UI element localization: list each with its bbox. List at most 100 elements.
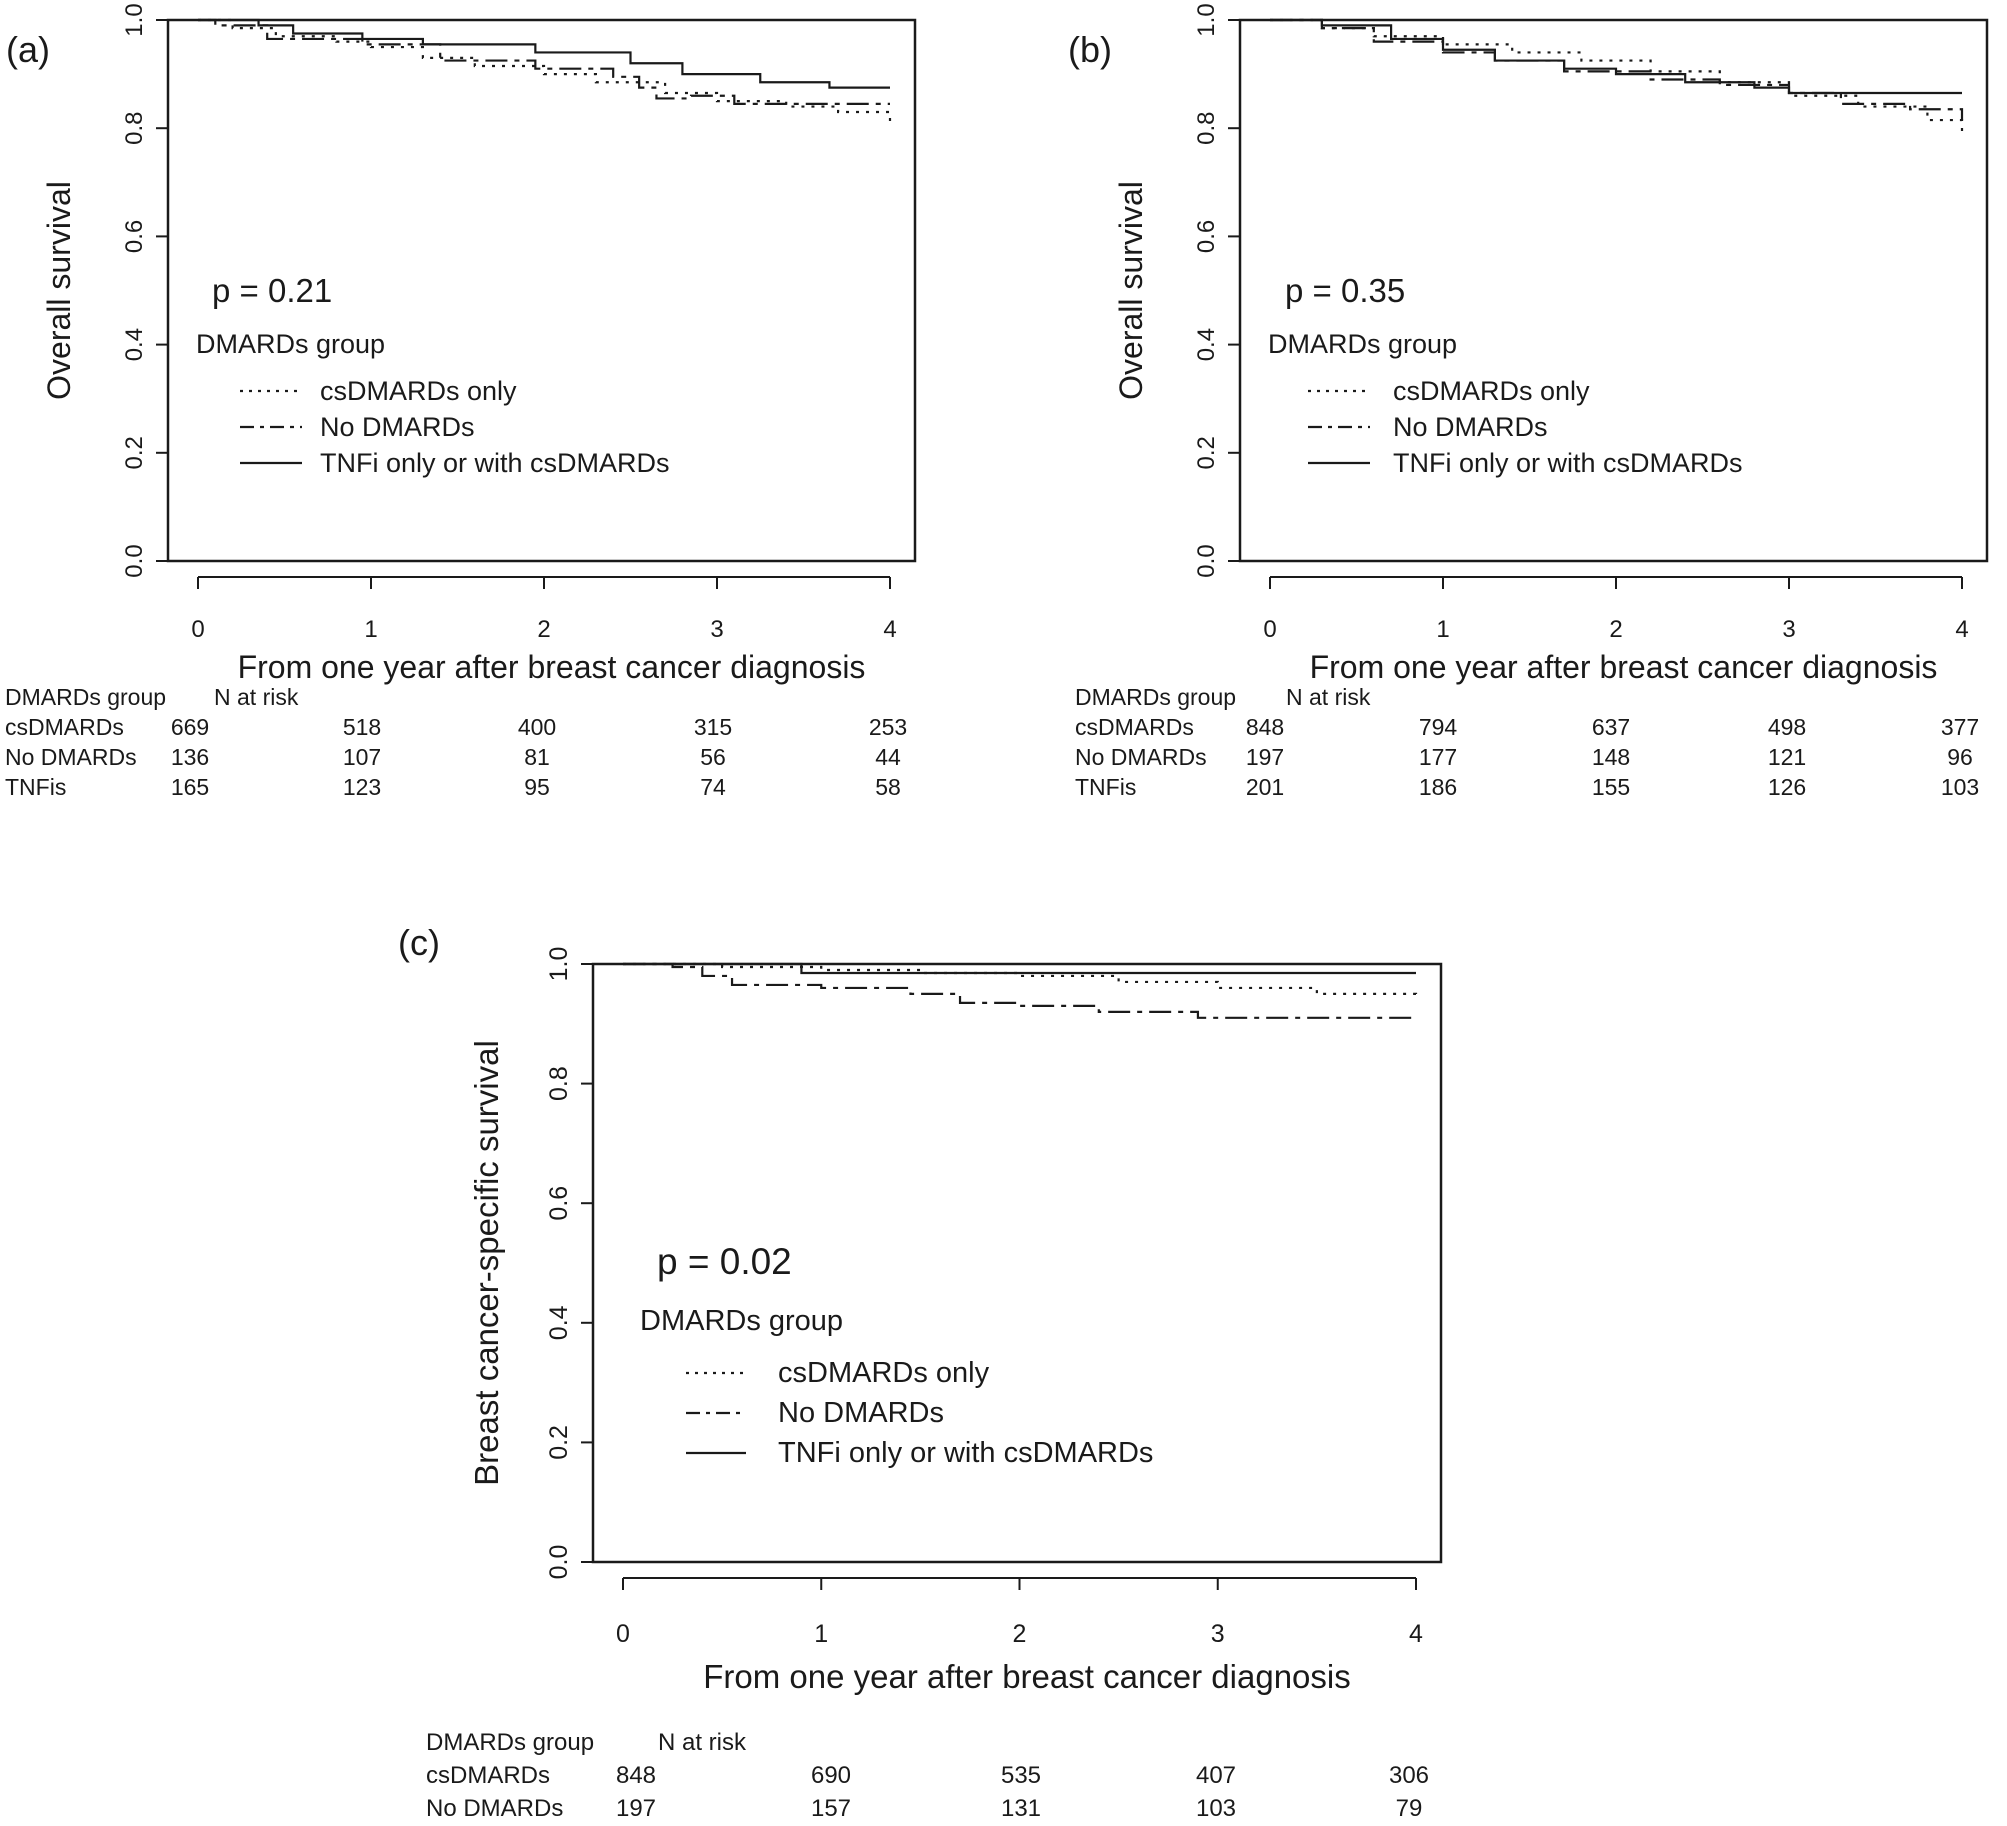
risk-table-group: TNFis	[1075, 774, 1136, 800]
y-tick-label: 0.6	[121, 220, 148, 253]
legend-entry: TNFi only or with csDMARDs	[1393, 448, 1743, 478]
series-dashed	[198, 18, 890, 105]
y-tick-label: 0.0	[545, 1545, 573, 1580]
x-tick-label: 4	[1955, 616, 1968, 643]
x-axis-label: From one year after breast cancer diagno…	[1310, 649, 1938, 685]
risk-table-value: 498	[1768, 714, 1806, 740]
risk-table-value: 81	[524, 744, 550, 770]
y-tick-label: 0.8	[121, 112, 148, 145]
risk-table-value: 165	[171, 774, 209, 800]
panel-label: (b)	[1068, 29, 1112, 70]
risk-table-value: 315	[694, 714, 732, 740]
risk-table-value: 95	[524, 774, 550, 800]
plot-frame	[591, 962, 1443, 1564]
series-solid	[623, 962, 1416, 975]
x-tick-label: 3	[1211, 1620, 1225, 1648]
y-tick-label: 0.2	[545, 1425, 573, 1460]
risk-table-header-n: N at risk	[214, 684, 299, 710]
risk-table-value: 121	[1768, 744, 1806, 770]
x-axis-label: From one year after breast cancer diagno…	[703, 1658, 1350, 1695]
p-value: p = 0.35	[1285, 272, 1405, 309]
risk-table-group: No DMARDs	[1075, 744, 1207, 770]
series-dotted	[623, 962, 1418, 997]
legend-entry: csDMARDs only	[320, 376, 517, 406]
risk-table-value: 155	[1592, 774, 1630, 800]
risk-table-header-group: DMARDs group	[1075, 684, 1236, 710]
plot-frame	[166, 18, 917, 563]
series-solid	[1270, 18, 1962, 95]
x-tick-label: 2	[537, 616, 550, 643]
x-axis-label: From one year after breast cancer diagno…	[238, 649, 866, 685]
risk-table-value: 848	[1246, 714, 1284, 740]
risk-table-value: 148	[1592, 744, 1630, 770]
risk-table-value: 79	[1396, 1795, 1423, 1822]
risk-table-value: 306	[1389, 1762, 1429, 1789]
risk-table-group: csDMARDs	[5, 714, 124, 740]
legend-entry: csDMARDs only	[778, 1357, 990, 1389]
legend-entry: TNFi only or with csDMARDs	[320, 448, 670, 478]
risk-table-value: 794	[1419, 714, 1458, 740]
risk-table-value: 56	[700, 744, 726, 770]
y-tick-label: 0.8	[1193, 112, 1220, 145]
x-tick-label: 3	[1782, 616, 1795, 643]
y-tick-label: 0.4	[1193, 328, 1220, 361]
panel-label: (a)	[6, 29, 50, 70]
y-tick-label: 0.8	[545, 1066, 573, 1101]
p-value: p = 0.02	[657, 1241, 792, 1282]
chart-panel-b: (b) 0.0 0.2 0.4 0.6 0.8 1.0 0 1 2 3 4 From one year …	[1068, 3, 1989, 800]
risk-table-group: TNFis	[5, 774, 66, 800]
x-tick-label: 1	[1436, 616, 1449, 643]
y-tick-label: 0.0	[1193, 544, 1220, 577]
series-dotted	[1270, 18, 1964, 134]
panel-label: (c)	[398, 922, 440, 963]
plot-frame	[1238, 18, 1989, 563]
y-axis-label: Overall survival	[41, 181, 77, 400]
x-tick-label: 2	[1013, 1620, 1027, 1648]
risk-table-value: 848	[616, 1762, 656, 1789]
risk-table-header-group: DMARDs group	[426, 1729, 594, 1756]
risk-table-value: 44	[875, 744, 901, 770]
x-tick-label: 1	[364, 616, 377, 643]
risk-table-value: 197	[616, 1795, 656, 1822]
y-tick-label: 1.0	[121, 3, 148, 36]
y-tick-label: 0.6	[1193, 220, 1220, 253]
y-axis-label: Breast cancer-specific survival	[468, 1040, 505, 1486]
y-tick-label: 0.4	[545, 1305, 573, 1340]
y-tick-label: 1.0	[545, 947, 573, 982]
legend-entry: TNFi only or with csDMARDs	[778, 1437, 1153, 1469]
series-solid	[198, 18, 890, 89]
series-dashed	[1270, 18, 1964, 121]
legend-entry: csDMARDs only	[1393, 376, 1590, 406]
x-tick-label: 0	[616, 1620, 630, 1648]
x-tick-label: 2	[1609, 616, 1622, 643]
y-tick-label: 0.2	[121, 436, 148, 469]
series-dashed	[623, 962, 1416, 1019]
risk-table-value: 637	[1592, 714, 1630, 740]
p-value: p = 0.21	[212, 272, 332, 309]
risk-table-group: csDMARDs	[1075, 714, 1194, 740]
x-tick-label: 0	[191, 616, 204, 643]
legend-title: DMARDs group	[196, 329, 385, 359]
legend-title: DMARDs group	[1268, 329, 1457, 359]
risk-table-value: 136	[171, 744, 209, 770]
risk-table-value: 377	[1941, 714, 1979, 740]
risk-table-value: 690	[811, 1762, 851, 1789]
risk-table-header-n: N at risk	[658, 1729, 747, 1756]
risk-table-value: 197	[1246, 744, 1284, 770]
risk-table-value: 58	[875, 774, 901, 800]
risk-table-value: 103	[1196, 1795, 1236, 1822]
risk-table-value: 400	[518, 714, 556, 740]
legend-entry: No DMARDs	[320, 412, 475, 442]
risk-table-value: 518	[343, 714, 381, 740]
risk-table-value: 123	[343, 774, 381, 800]
risk-table-value: 107	[343, 744, 381, 770]
y-tick-label: 0.6	[545, 1186, 573, 1221]
legend-title: DMARDs group	[640, 1305, 843, 1337]
y-tick-label: 0.2	[1193, 436, 1220, 469]
risk-table-value: 535	[1001, 1762, 1041, 1789]
legend-entry: No DMARDs	[1393, 412, 1548, 442]
y-axis-label: Overall survival	[1113, 181, 1149, 400]
risk-table-value: 103	[1941, 774, 1979, 800]
